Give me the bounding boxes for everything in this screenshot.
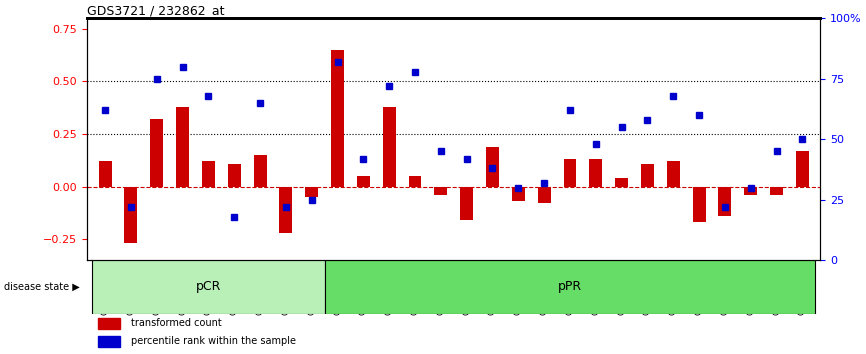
Bar	[98, 318, 120, 329]
Text: pCR: pCR	[196, 280, 221, 293]
Bar	[486, 147, 499, 187]
Bar	[796, 151, 809, 187]
Bar	[357, 176, 370, 187]
Bar	[331, 50, 344, 187]
Text: pPR: pPR	[558, 280, 582, 293]
Bar	[98, 336, 120, 347]
Bar	[667, 161, 680, 187]
Bar	[564, 159, 577, 187]
Bar	[305, 187, 318, 197]
Text: disease state ▶: disease state ▶	[3, 282, 80, 292]
Bar	[92, 260, 325, 314]
Bar	[383, 107, 396, 187]
Bar	[151, 119, 163, 187]
Bar	[202, 161, 215, 187]
Bar	[254, 155, 267, 187]
Bar	[325, 260, 815, 314]
Bar	[435, 187, 448, 195]
Bar	[280, 187, 293, 233]
Bar	[460, 187, 473, 220]
Bar	[228, 164, 241, 187]
Bar	[590, 159, 602, 187]
Bar	[409, 176, 422, 187]
Bar	[744, 187, 757, 195]
Bar	[538, 187, 551, 204]
Bar	[615, 178, 628, 187]
Text: percentile rank within the sample: percentile rank within the sample	[131, 337, 296, 347]
Bar	[693, 187, 706, 222]
Text: GDS3721 / 232862_at: GDS3721 / 232862_at	[87, 4, 224, 17]
Bar	[99, 161, 112, 187]
Bar	[176, 107, 189, 187]
Bar	[125, 187, 138, 244]
Bar	[719, 187, 732, 216]
Text: transformed count: transformed count	[131, 318, 222, 329]
Bar	[641, 164, 654, 187]
Bar	[512, 187, 525, 201]
Bar	[770, 187, 783, 195]
